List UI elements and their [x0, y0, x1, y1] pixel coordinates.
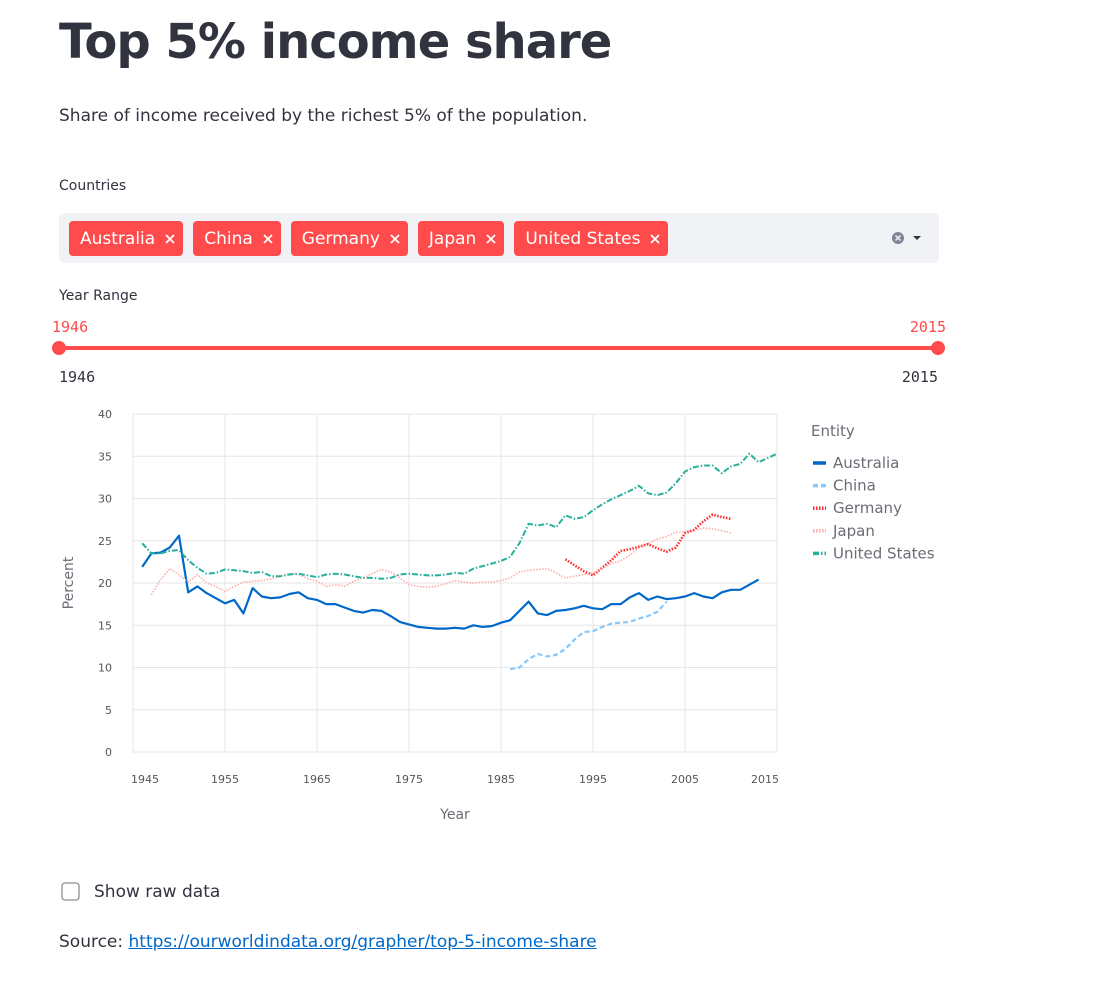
- y-tick-label: 20: [98, 577, 112, 590]
- series-line: [510, 600, 668, 671]
- chip[interactable]: United States: [514, 221, 669, 256]
- series-line: [141, 452, 778, 580]
- y-tick-label: 30: [98, 493, 112, 506]
- multiselect[interactable]: Australia China Germany Japan United States: [59, 213, 939, 263]
- x-tick-label: 1945: [131, 773, 159, 786]
- slider-min: 1946: [59, 368, 96, 386]
- slider-thumb[interactable]: [52, 341, 66, 355]
- page-title: Top 5% income share: [59, 14, 612, 70]
- x-axis-title: Year: [439, 807, 470, 823]
- slider-low-value: 1946: [52, 318, 89, 336]
- y-tick-label: 10: [98, 662, 112, 675]
- series-line: [141, 534, 760, 630]
- chip[interactable]: Germany: [290, 221, 408, 256]
- series-line: [564, 513, 732, 577]
- chip-label: Japan: [428, 228, 477, 249]
- slider-high-value: 2015: [909, 318, 946, 336]
- chip-remove[interactable]: [486, 233, 496, 244]
- raw-data-toggle[interactable]: Show raw data: [61, 882, 220, 902]
- x-tick-label: 1975: [395, 773, 423, 786]
- chip-label: Germany: [301, 228, 380, 249]
- x-tick-label: 2005: [671, 773, 699, 786]
- slider-thumb[interactable]: [931, 341, 945, 355]
- chip-remove[interactable]: [390, 233, 400, 244]
- source-line: Source: https://ourworldindata.org/graph…: [59, 932, 597, 952]
- y-axis-title: Percent: [61, 556, 77, 609]
- x-tick-label: 1995: [579, 773, 607, 786]
- legend-label: China: [833, 477, 876, 495]
- chip-remove[interactable]: [263, 233, 273, 244]
- slider[interactable]: [50, 338, 950, 358]
- checkbox[interactable]: [61, 882, 81, 902]
- x-tick-label: 1985: [487, 773, 515, 786]
- chip-label: Australia: [80, 228, 156, 249]
- x-tick-label: 1955: [211, 773, 239, 786]
- chip-label: China: [204, 228, 253, 249]
- y-tick-label: 40: [98, 408, 112, 421]
- legend-label: Japan: [832, 522, 875, 540]
- chip-remove[interactable]: [165, 233, 175, 244]
- countries-label: Countries: [59, 178, 127, 194]
- slider-max: 2015: [901, 368, 938, 386]
- y-tick-label: 15: [98, 619, 112, 632]
- chip-label: United States: [525, 228, 641, 249]
- chip-list: Australia China Germany Japan United States: [69, 221, 669, 256]
- x-tick-label: 1965: [303, 773, 331, 786]
- y-tick-label: 0: [105, 746, 112, 759]
- x-tick-label: 2015: [751, 773, 779, 786]
- chip[interactable]: China: [193, 221, 281, 256]
- subtitle: Share of income received by the richest …: [59, 106, 588, 126]
- series-line: [150, 527, 732, 596]
- legend-title: Entity: [811, 422, 855, 440]
- legend-label: United States: [833, 544, 935, 562]
- checkbox-label[interactable]: Show raw data: [94, 882, 221, 902]
- chip[interactable]: Japan: [417, 221, 505, 256]
- source-link[interactable]: https://ourworldindata.org/grapher/top-5…: [128, 932, 597, 952]
- legend-label: Australia: [833, 454, 899, 472]
- y-tick-label: 5: [105, 704, 112, 717]
- chip[interactable]: Australia: [69, 221, 184, 256]
- chip-remove[interactable]: [650, 233, 661, 244]
- year-range-label: Year Range: [59, 288, 138, 304]
- legend-label: Germany: [833, 499, 902, 517]
- multiselect-controls[interactable]: [889, 230, 929, 246]
- source-label: Source:: [59, 932, 124, 952]
- y-tick-label: 25: [98, 535, 112, 548]
- line-chart: 0 5 10 15 20 25 30 35 40 1945 1955 1965 1975 1985 1995…: [61, 408, 935, 823]
- y-tick-label: 35: [98, 450, 112, 463]
